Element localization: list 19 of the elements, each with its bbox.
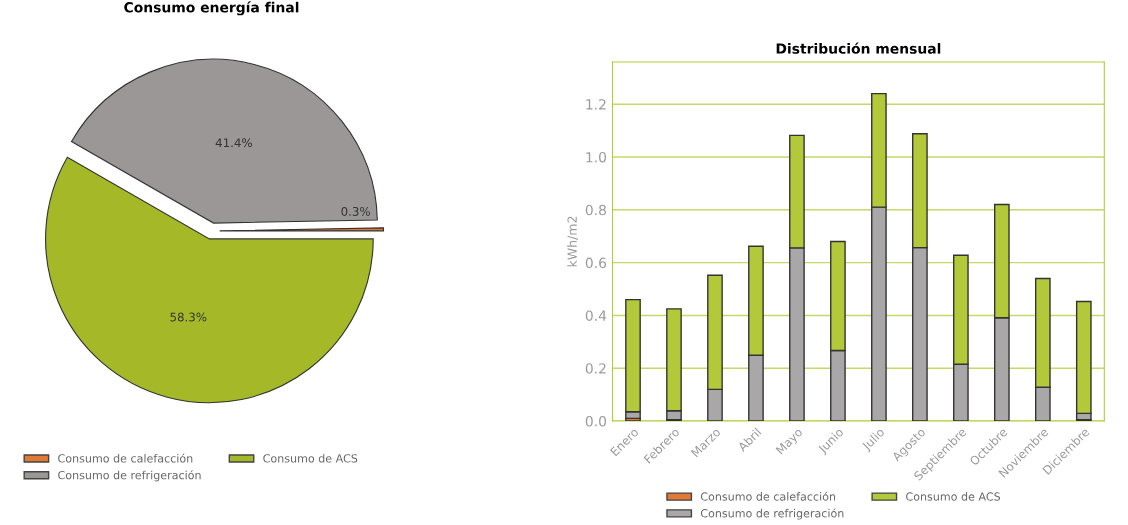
y-axis-title: kWh/m2: [567, 216, 578, 267]
legend-label: Consumo de ACS: [906, 492, 1001, 501]
data-label: 41.4%: [215, 138, 252, 148]
y-tick-label: 1.0: [586, 151, 607, 163]
chart-title: Consumo energía final: [124, 1, 299, 16]
data-label: 0.3%: [341, 206, 370, 216]
y-tick-label: 0.6: [585, 257, 607, 269]
y-tick-label: 1.2: [586, 99, 606, 110]
legend-label: Consumo de refrigeración: [58, 470, 201, 482]
legend-label: Consumo de calefacción: [700, 491, 836, 501]
legend-label: Consumo de calefacción: [58, 453, 193, 463]
chart-title: Distribución mensual: [776, 42, 941, 54]
data-label: 58.3%: [170, 312, 207, 322]
y-tick-label: 0.0: [585, 416, 607, 427]
y-tick-label: 0.8: [585, 204, 606, 216]
legend-label: Consumo de refrigeración: [700, 508, 844, 520]
y-tick-label: 0.4: [585, 310, 607, 321]
legend-label: Consumo de ACS: [263, 453, 358, 463]
y-tick-label: 0.2: [585, 363, 606, 374]
